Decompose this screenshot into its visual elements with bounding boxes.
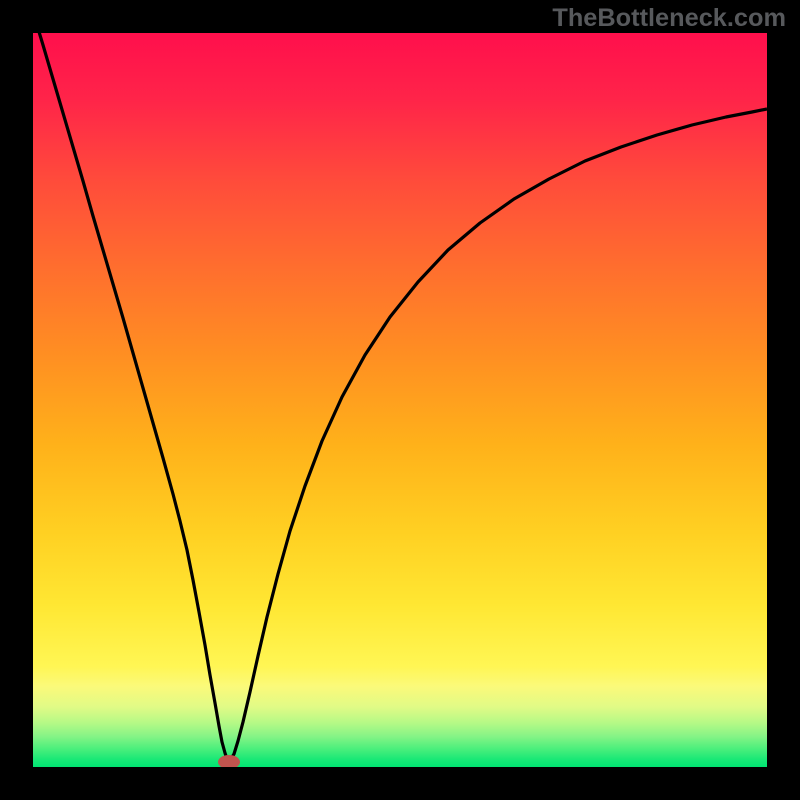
watermark-text: TheBottleneck.com xyxy=(552,4,786,33)
gradient-background xyxy=(33,33,767,767)
optimal-point-marker xyxy=(218,755,240,769)
chart-container: TheBottleneck.com xyxy=(0,0,800,800)
bottleneck-chart xyxy=(0,0,800,800)
